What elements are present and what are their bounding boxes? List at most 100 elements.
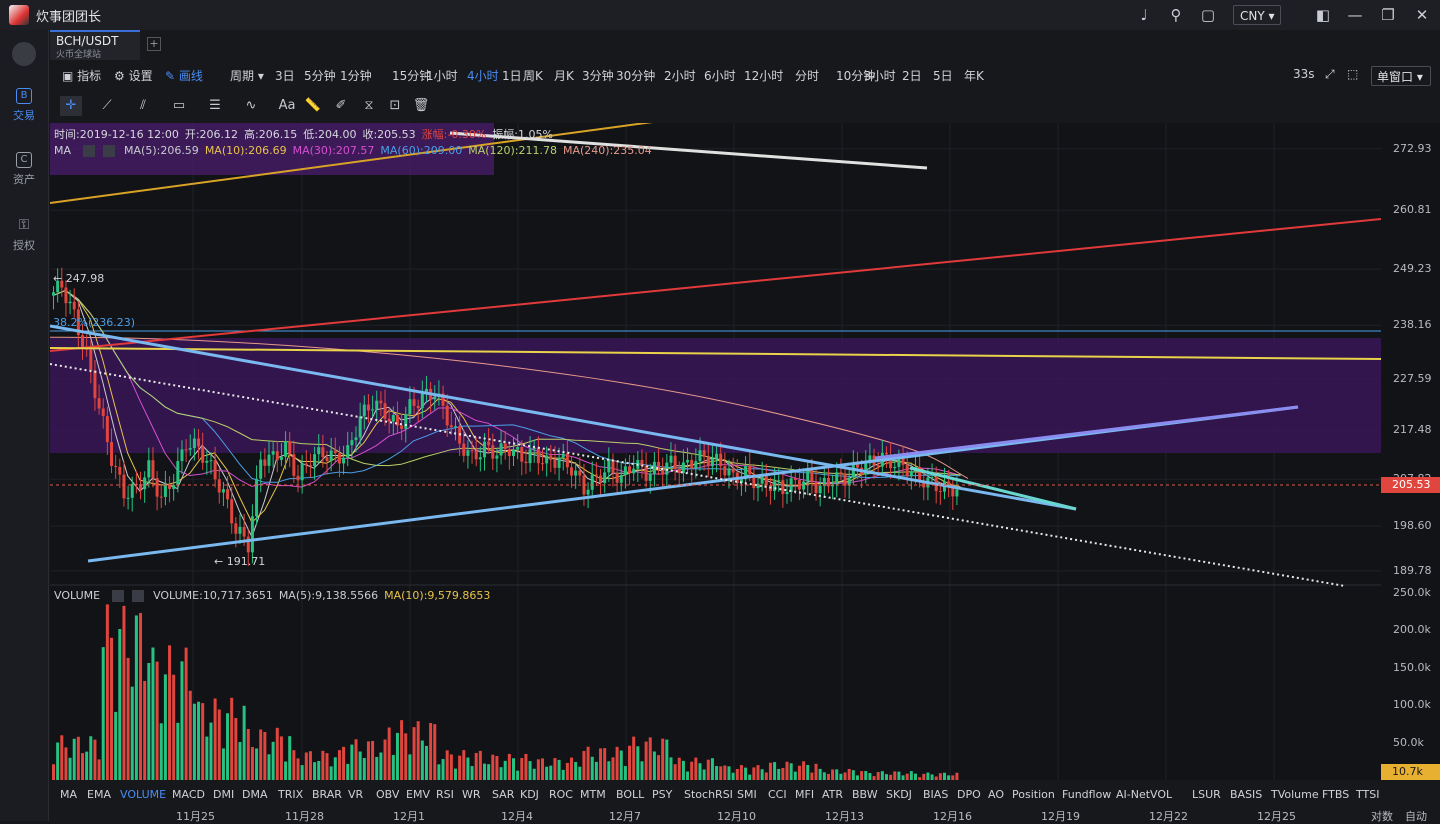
- volume-close-icon[interactable]: [131, 590, 144, 602]
- indicator-tab-dmi[interactable]: DMI: [213, 788, 235, 801]
- indicator-tab-smi[interactable]: SMI: [737, 788, 757, 801]
- indicator-tab-emv[interactable]: EMV: [406, 788, 430, 801]
- interval-6[interactable]: 1日: [502, 69, 522, 83]
- indicator-tab-cci[interactable]: CCI: [768, 788, 787, 801]
- interval-13[interactable]: 12小时: [744, 69, 784, 83]
- screenshot-icon[interactable]: ⬚: [1347, 67, 1359, 81]
- draw-button[interactable]: ✎ 画线: [165, 69, 203, 83]
- indicator-tab-wr[interactable]: WR: [462, 788, 481, 801]
- indicator-tab-rsi[interactable]: RSI: [436, 788, 454, 801]
- interval-10[interactable]: 30分钟: [616, 69, 656, 83]
- indicator-tab-roc[interactable]: ROC: [549, 788, 573, 801]
- indicator-tab-position[interactable]: Position: [1012, 788, 1055, 801]
- add-tab-button[interactable]: +: [147, 37, 161, 51]
- volume-label[interactable]: VOLUME: [54, 589, 101, 602]
- indicator-tab-dma[interactable]: DMA: [242, 788, 268, 801]
- nav-item-trade[interactable]: B 交易: [13, 88, 35, 122]
- interval-19[interactable]: 年K: [964, 69, 984, 83]
- interval-5[interactable]: 4小时: [467, 69, 499, 83]
- indicator-tab-stochrsi[interactable]: StochRSI: [684, 788, 733, 801]
- indicator-tab-atr[interactable]: ATR: [822, 788, 844, 801]
- user-avatar[interactable]: [9, 5, 29, 25]
- settings-button[interactable]: ⚙ 设置: [114, 69, 153, 83]
- indicator-tab-ema[interactable]: EMA: [87, 788, 111, 801]
- rectangle-tool-icon[interactable]: ▭: [172, 98, 186, 113]
- restore-icon[interactable]: ❐: [1381, 6, 1395, 24]
- brush-tool-icon[interactable]: ✐: [335, 98, 347, 113]
- fib-tool-icon[interactable]: ☰: [209, 98, 221, 113]
- nav-item-assets[interactable]: C 资产: [13, 152, 35, 186]
- price-axis[interactable]: 272.93260.81249.23238.16227.59217.48207.…: [1381, 123, 1440, 780]
- indicator-tab-mfi[interactable]: MFI: [795, 788, 815, 801]
- price-chart[interactable]: [49, 112, 1382, 780]
- crosshair-tool-icon[interactable]: ✛: [60, 96, 82, 116]
- layout-icon[interactable]: ◧: [1315, 6, 1331, 24]
- auto-scale-button[interactable]: 自动: [1405, 810, 1427, 823]
- indicator-tab-trix[interactable]: TRIX: [278, 788, 304, 801]
- interval-3[interactable]: 15分钟: [392, 69, 432, 83]
- indicator-tab-brar[interactable]: BRAR: [312, 788, 342, 801]
- indicator-tab-psy[interactable]: PSY: [652, 788, 673, 801]
- indicator-tab-ao[interactable]: AO: [988, 788, 1004, 801]
- text-tool-icon[interactable]: Aa: [278, 98, 296, 113]
- indicator-tab-boll[interactable]: BOLL: [616, 788, 645, 801]
- interval-2[interactable]: 1分钟: [340, 69, 372, 83]
- chart-canvas[interactable]: [49, 112, 1382, 780]
- indicator-tab-ttsi[interactable]: TTSI: [1356, 788, 1380, 801]
- log-scale-button[interactable]: 对数: [1371, 810, 1393, 823]
- ruler-tool-icon[interactable]: 📏: [304, 98, 322, 113]
- currency-select[interactable]: CNY ▾: [1233, 5, 1281, 25]
- line-tool-icon[interactable]: ⟋: [102, 98, 112, 113]
- ma-settings-icon[interactable]: [82, 145, 95, 157]
- ma-label[interactable]: MA: [54, 144, 72, 157]
- volume-settings-icon[interactable]: [111, 590, 124, 602]
- interval-17[interactable]: 2日: [902, 69, 922, 83]
- parallel-tool-icon[interactable]: ⫽: [140, 98, 146, 113]
- interval-18[interactable]: 5日: [933, 69, 953, 83]
- indicator-tab-lsur[interactable]: LSUR: [1192, 788, 1221, 801]
- indicator-tab-fundflow[interactable]: Fundflow: [1062, 788, 1112, 801]
- indicator-tab-basis[interactable]: BASIS: [1230, 788, 1263, 801]
- interval-7[interactable]: 周K: [523, 69, 543, 83]
- indicator-tab-ftbs[interactable]: FTBS: [1322, 788, 1350, 801]
- indicator-tab-dpo[interactable]: DPO: [957, 788, 981, 801]
- window-mode-select[interactable]: 单窗口 ▾: [1371, 66, 1431, 86]
- indicator-tab-ai-netvol[interactable]: AI-NetVOL: [1116, 788, 1173, 801]
- period-dropdown[interactable]: 周期 ▾: [230, 69, 264, 83]
- indicators-button[interactable]: ▣ 指标: [62, 69, 102, 83]
- wave-tool-icon[interactable]: ∿: [245, 98, 257, 113]
- indicator-tab-vr[interactable]: VR: [348, 788, 364, 801]
- bell-icon[interactable]: ♩: [1140, 6, 1148, 24]
- interval-8[interactable]: 月K: [554, 69, 574, 83]
- indicator-tab-bias[interactable]: BIAS: [923, 788, 949, 801]
- minimize-icon[interactable]: —: [1347, 6, 1363, 24]
- indicator-tab-obv[interactable]: OBV: [376, 788, 400, 801]
- ma-close-icon[interactable]: [102, 145, 115, 157]
- indicator-tab-tvolume[interactable]: TVolume: [1271, 788, 1319, 801]
- interval-12[interactable]: 6小时: [704, 69, 736, 83]
- interval-15[interactable]: 10分钟: [836, 69, 876, 83]
- symbol-tab[interactable]: BCH/USDT 火币全球站: [50, 30, 140, 60]
- interval-9[interactable]: 3分钟: [582, 69, 614, 83]
- indicator-tab-skdj[interactable]: SKDJ: [886, 788, 912, 801]
- interval-1[interactable]: 5分钟: [304, 69, 336, 83]
- interval-16[interactable]: 3小时: [864, 69, 896, 83]
- indicator-tab-mtm[interactable]: MTM: [580, 788, 606, 801]
- trash-tool-icon[interactable]: 🗑: [412, 98, 430, 113]
- indicator-tab-volume[interactable]: VOLUME: [120, 788, 167, 801]
- indicator-tab-ma[interactable]: MA: [60, 788, 78, 801]
- indicator-tab-macd[interactable]: MACD: [172, 788, 205, 801]
- close-icon[interactable]: ✕: [1415, 6, 1429, 24]
- nav-item-auth[interactable]: ⚿ 授权: [13, 217, 35, 252]
- interval-14[interactable]: 分时: [795, 69, 820, 83]
- fullscreen-icon[interactable]: ⤢: [1325, 67, 1335, 81]
- interval-4[interactable]: 1小时: [426, 69, 458, 83]
- indicator-tab-bbw[interactable]: BBW: [852, 788, 878, 801]
- indicator-tab-sar[interactable]: SAR: [492, 788, 515, 801]
- lock-tool-icon[interactable]: ⊡: [389, 98, 401, 113]
- interval-11[interactable]: 2小时: [664, 69, 696, 83]
- shirt-icon[interactable]: ▢: [1200, 6, 1216, 24]
- pattern-tool-icon[interactable]: ⧖: [364, 98, 374, 113]
- interval-0[interactable]: 3日: [275, 69, 295, 83]
- indicator-tab-kdj[interactable]: KDJ: [520, 788, 539, 801]
